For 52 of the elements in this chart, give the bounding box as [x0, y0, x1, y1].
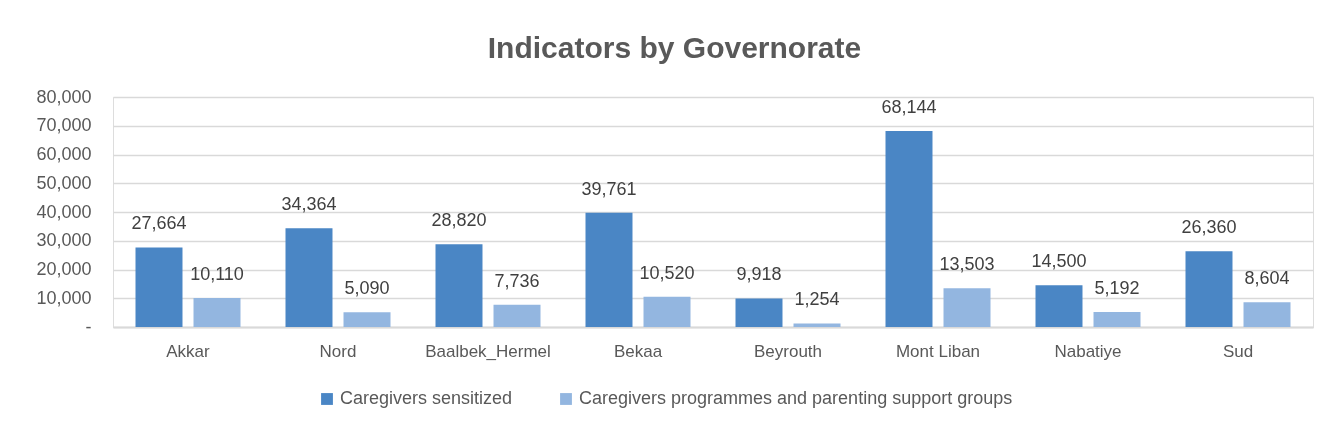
x-tick-label: Bekaa: [613, 341, 663, 361]
y-tick-label: -: [85, 316, 92, 337]
legend-label: Caregivers sensitized: [340, 388, 513, 408]
y-tick-label: 70,000: [36, 115, 92, 136]
bar: [643, 296, 691, 327]
data-label: 5,192: [1094, 278, 1140, 299]
x-tick-label: Nord: [319, 341, 357, 361]
y-tick-label: 10,000: [36, 287, 92, 308]
x-tick-label: Nabatiye: [1054, 341, 1122, 361]
bar: [135, 247, 183, 327]
data-label: 68,144: [881, 97, 937, 118]
bar: [343, 312, 391, 327]
bar: [943, 288, 991, 327]
data-label: 39,761: [581, 178, 637, 199]
bar: [1093, 312, 1141, 327]
data-label: 1,254: [794, 289, 840, 310]
y-tick-label: 60,000: [36, 144, 92, 164]
data-label: 27,664: [131, 213, 187, 234]
data-label: 8,604: [1244, 268, 1290, 289]
bar: [885, 131, 933, 327]
data-label: 13,503: [939, 254, 995, 275]
bar: [735, 298, 783, 327]
bar: [585, 212, 633, 327]
y-tick-label: 80,000: [36, 86, 92, 107]
y-tick-label: 20,000: [36, 259, 92, 279]
bar: [493, 304, 541, 327]
data-label: 34,364: [281, 194, 337, 215]
legend-label: Caregivers programmes and parenting support groups: [579, 388, 1013, 408]
bar: [435, 244, 483, 327]
y-tick-label: 40,000: [36, 201, 92, 222]
bar: [1035, 285, 1083, 327]
y-tick-label: 50,000: [36, 172, 92, 193]
x-tick-label: Sud: [1222, 341, 1254, 361]
bar: [1185, 251, 1233, 327]
data-label: 14,500: [1031, 251, 1087, 272]
y-tick-label: 30,000: [36, 230, 92, 251]
data-label: 10,110: [190, 263, 244, 284]
x-tick-label: Mont Liban: [895, 341, 981, 361]
data-label: 26,360: [1181, 217, 1237, 238]
data-label: 10,520: [639, 262, 695, 283]
x-tick-label: Beyrouth: [753, 341, 823, 361]
data-label: 7,736: [494, 270, 540, 291]
data-label: 5,090: [344, 278, 390, 299]
bar: [1243, 302, 1291, 327]
chart-title: Indicators by Governorate: [487, 31, 862, 64]
bar: [193, 297, 241, 327]
x-tick-label: Baalbek_Hermel: [425, 341, 551, 361]
bar: [793, 323, 841, 327]
data-label: 28,820: [431, 210, 487, 231]
data-label: 9,918: [736, 264, 782, 285]
x-tick-label: Akkar: [166, 341, 211, 361]
bar: [285, 228, 333, 327]
